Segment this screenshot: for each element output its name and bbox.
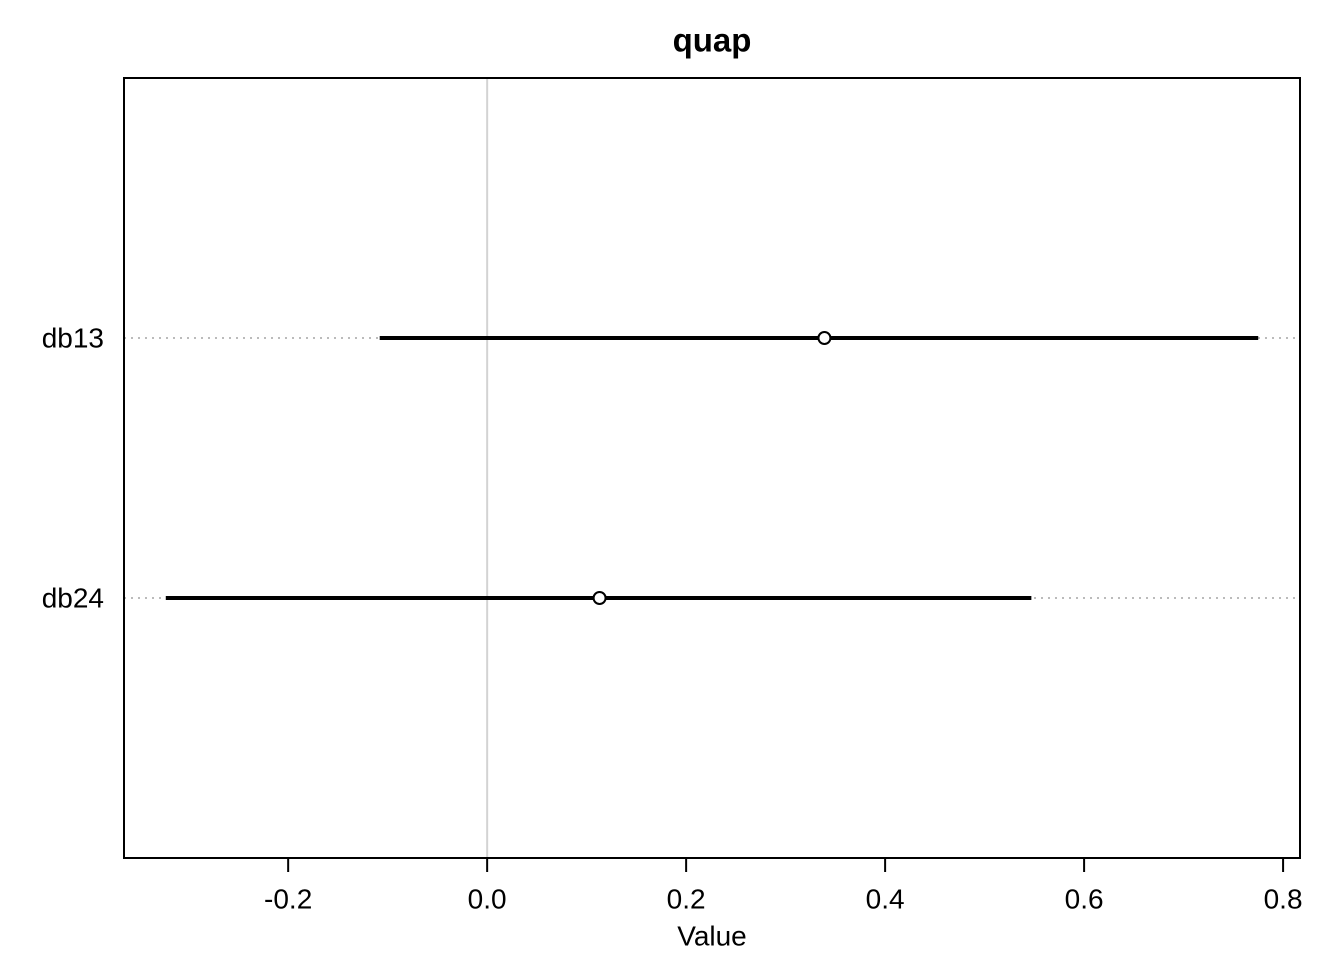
x-axis-label: Value xyxy=(677,920,747,951)
x-tick-label: 0.8 xyxy=(1264,883,1303,914)
point-estimate xyxy=(817,331,832,345)
y-tick-label: db24 xyxy=(42,582,104,613)
x-tick-label: 0.0 xyxy=(468,883,507,914)
y-tick-label: db13 xyxy=(42,322,104,353)
x-tick-label: 0.2 xyxy=(667,883,706,914)
plot-frame xyxy=(123,77,1301,859)
x-tick-label: 0.4 xyxy=(866,883,905,914)
point-estimate xyxy=(592,591,607,605)
x-tick-label: 0.6 xyxy=(1065,883,1104,914)
chart-title: quap xyxy=(673,22,752,59)
x-tick-label: -0.2 xyxy=(264,883,312,914)
